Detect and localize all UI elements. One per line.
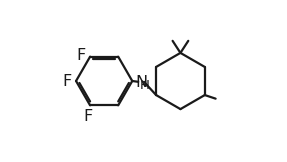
Text: F: F xyxy=(84,109,93,124)
Text: F: F xyxy=(63,74,72,88)
Text: N: N xyxy=(135,75,147,90)
Text: H: H xyxy=(140,79,150,92)
Text: F: F xyxy=(77,48,86,63)
